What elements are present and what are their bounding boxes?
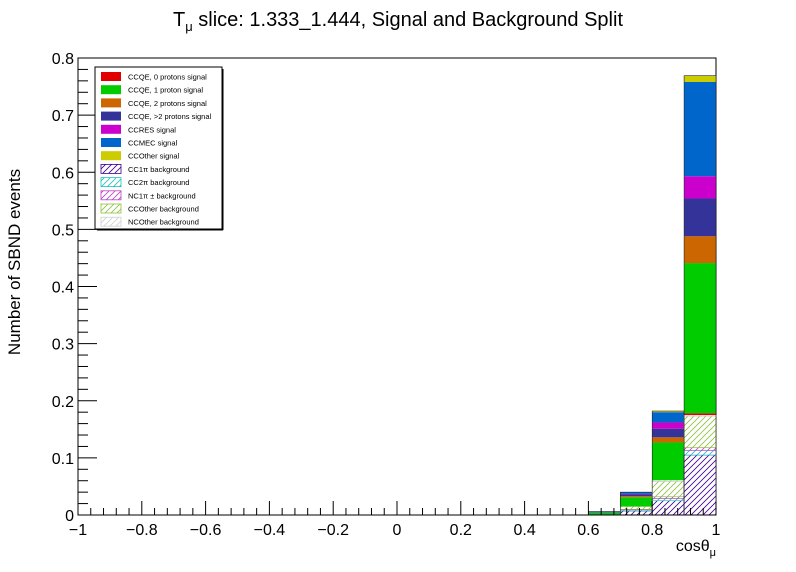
y-axis: 0 0.1 0.2 0.3 0.4 0.5 0.6 0.7 0.8 <box>52 51 97 525</box>
x-tick-label: 0.2 <box>450 522 472 539</box>
bar-ccqe-2-protons-signal-bin-0 <box>588 512 621 513</box>
bar-ccqe-2-protons-signal-bin-3 <box>684 198 716 237</box>
legend-swatch-ccqe-2-protons-signal <box>101 111 121 121</box>
bar-ncother-background-bin-2 <box>651 479 685 482</box>
y-tick-label: 0 <box>65 508 74 525</box>
x-tick-label: −1 <box>69 522 87 539</box>
legend-label: CCQE, 1 proton signal <box>128 86 203 95</box>
y-tick-label: 0.3 <box>52 337 74 354</box>
bar-cc1-background-bin-3 <box>683 454 717 516</box>
y-axis-label: Number of SBND events <box>5 169 24 355</box>
bar-ccmec-signal-bin-1 <box>620 492 653 494</box>
bar-ccqe-1-proton-signal-bin-3 <box>684 263 716 414</box>
legend-swatch-ccqe-2-protons-signal <box>101 98 121 108</box>
x-tick-label: −0.2 <box>317 522 349 539</box>
x-tick-label: 0 <box>393 522 402 539</box>
bar-ccqe-2-protons-signal-bin-3 <box>684 236 716 264</box>
x-axis-label-subscript: μ <box>710 547 716 559</box>
bar-ccres-signal-bin-3 <box>684 176 716 199</box>
x-tick-label: −0.4 <box>254 522 286 539</box>
y-tick-label: 0.7 <box>52 108 74 125</box>
bar-ccres-signal-bin-2 <box>652 422 685 429</box>
x-axis: −1 −0.8 −0.6 −0.4 −0.2 0 0.2 0.4 0.6 0.8 1 <box>69 501 721 539</box>
bar-ccres-signal-bin-1 <box>620 493 653 495</box>
legend-label: CCQE, 2 protons signal <box>128 99 207 108</box>
legend-swatch-nc1-background <box>100 190 122 201</box>
x-tick-label: 0.6 <box>577 522 599 539</box>
x-tick-label: −0.8 <box>126 522 158 539</box>
legend-swatch-ccother-signal <box>101 151 121 161</box>
y-tick-label: 0.8 <box>52 51 74 68</box>
y-tick-label: 0.6 <box>52 165 74 182</box>
bar-ccqe-0-protons-signal-bin-3 <box>684 413 716 416</box>
x-axis-label-main: cosθ <box>676 538 710 555</box>
bar-ccother-background-bin-1 <box>619 506 653 510</box>
bar-ccqe-2-protons-signal-bin-2 <box>652 428 685 438</box>
bar-ccother-background-bin-3 <box>683 415 717 448</box>
x-axis-label: cosθμ <box>676 538 716 559</box>
bar-ccmec-signal-bin-2 <box>652 412 685 423</box>
bar-ccqe-2-protons-signal-bin-1 <box>620 496 653 498</box>
legend-swatch-ccother-background <box>100 203 122 214</box>
bar-ccother-signal-bin-3 <box>684 75 716 82</box>
x-tick-label: 0.8 <box>641 522 663 539</box>
bar-cc2-background-bin-3 <box>683 450 717 456</box>
bar-nc1-background-bin-3 <box>683 447 717 451</box>
x-tick-label: 1 <box>712 522 721 539</box>
chart-title: Tμ slice: 1.333_1.444, Signal and Backgr… <box>173 9 623 34</box>
x-tick-label: 0.4 <box>513 522 535 539</box>
y-tick-label: 0.5 <box>52 222 74 239</box>
bar-ccqe-1-proton-signal-bin-1 <box>620 497 653 507</box>
legend-label: CCQE, >2 protons signal <box>128 112 212 121</box>
histogram-stack <box>588 75 717 516</box>
bar-ccqe-1-proton-signal-bin-0 <box>588 512 621 515</box>
chart-title-main: T <box>173 9 185 31</box>
legend-label: CC2π background <box>128 178 189 187</box>
legend-label: CCOther signal <box>128 152 180 161</box>
bar-ccqe-2-protons-signal-bin-2 <box>652 437 685 443</box>
legend-label: CCOther background <box>128 205 199 214</box>
legend-swatch-ccres-signal <box>101 124 121 134</box>
bar-ccqe-1-proton-signal-bin-2 <box>652 442 685 481</box>
legend-label: CC1π background <box>128 165 189 174</box>
legend-label: NCOther background <box>128 218 199 227</box>
bar-ccqe-2-protons-signal-bin-1 <box>620 494 653 497</box>
legend-label: NC1π ± background <box>128 191 196 200</box>
legend-swatch-cc2-background <box>100 177 122 188</box>
legend-swatch-ccqe-1-proton-signal <box>101 85 121 95</box>
bar-ccother-signal-bin-2 <box>652 411 685 413</box>
legend-label: CCQE, 0 protons signal <box>128 73 207 82</box>
legend-swatch-ncother-background <box>100 216 122 227</box>
legend-swatch-cc1-background <box>100 163 122 174</box>
chart-title-subscript: μ <box>185 19 193 34</box>
legend-label: CCRES signal <box>128 125 176 134</box>
y-tick-label: 0.1 <box>52 451 74 468</box>
bar-cc1-background-bin-2 <box>651 500 685 516</box>
bar-ccmec-signal-bin-3 <box>684 81 716 177</box>
chart-title-rest: slice: 1.333_1.444, Signal and Backgroun… <box>193 9 624 31</box>
bar-cc1-background-bin-1 <box>619 510 653 516</box>
legend-swatch-ccqe-0-protons-signal <box>101 72 121 81</box>
bar-ccother-background-bin-2 <box>651 480 685 498</box>
bar-ncother-background-bin-3 <box>683 414 717 417</box>
legend-swatch-ccmec-signal <box>101 138 121 147</box>
x-tick-label: −0.6 <box>190 522 222 539</box>
y-tick-label: 0.4 <box>52 280 74 297</box>
bar-cc2-background-bin-2 <box>651 498 685 502</box>
legend: CCQE, 0 protons signal CCQE, 1 proton sig… <box>94 66 224 231</box>
legend-label: CCMEC signal <box>128 139 178 148</box>
y-tick-label: 0.2 <box>52 394 74 411</box>
